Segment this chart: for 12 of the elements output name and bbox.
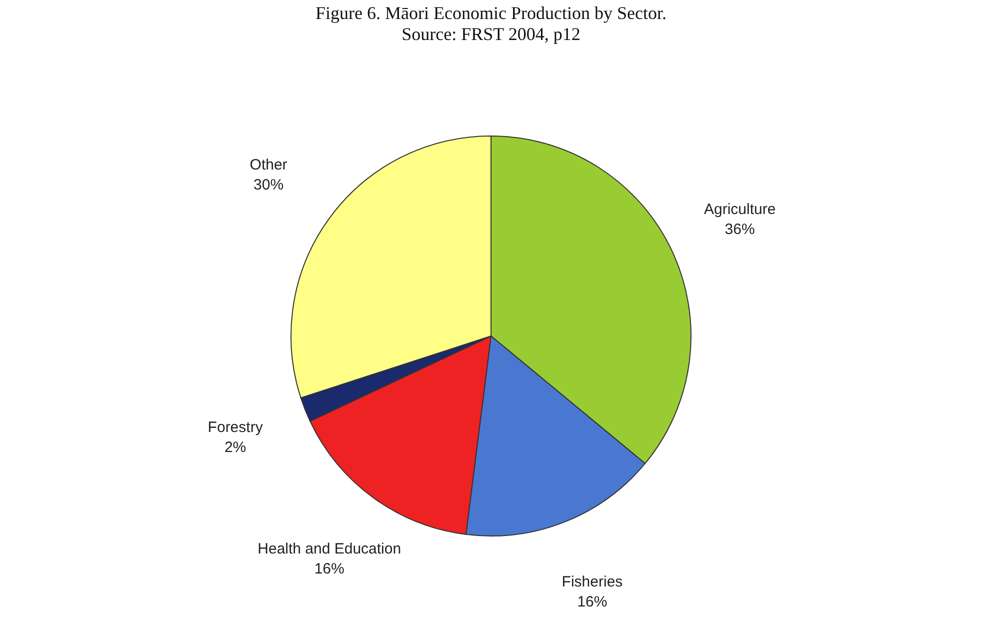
chart-subtitle: Source: FRST 2004, p12 <box>402 24 580 44</box>
data-label: 36% <box>724 220 755 238</box>
slice-label: Forestry <box>208 419 264 436</box>
data-label: 16% <box>577 594 608 611</box>
chart-title: Figure 6. Māori Economic Production by Sector. <box>316 3 666 23</box>
data-label: 16% <box>314 560 344 578</box>
slice-label: Other <box>250 156 288 174</box>
slice-label: Health and Education <box>258 540 402 558</box>
data-label: 30% <box>254 176 284 194</box>
slice-label: Agriculture <box>704 200 776 218</box>
data-label: 2% <box>224 439 246 456</box>
slice-label: Fisheries <box>562 574 623 591</box>
